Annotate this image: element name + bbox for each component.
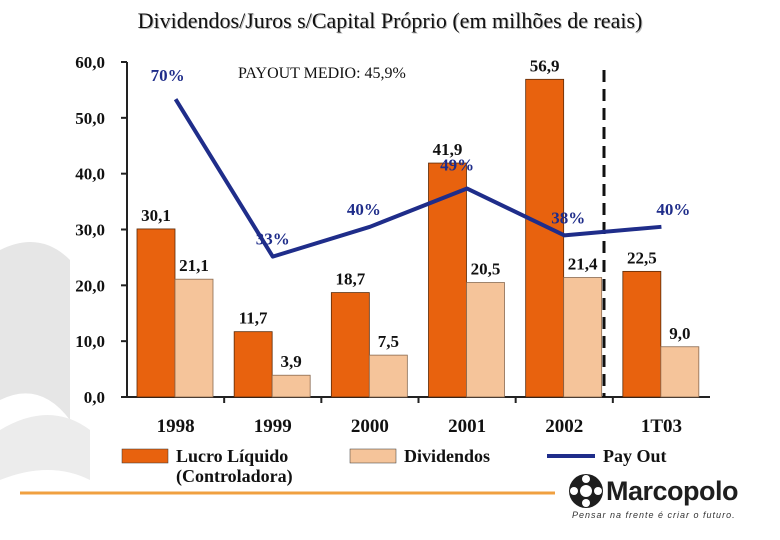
legend-label-dividends: Dividendos xyxy=(404,446,490,466)
data-label-profit: 30,1 xyxy=(141,206,171,225)
bar-dividends xyxy=(660,346,700,398)
y-tick-label: 60,0 xyxy=(75,53,105,72)
data-label-payout: 33% xyxy=(256,230,290,249)
data-label-dividends: 7,5 xyxy=(378,332,399,351)
bar-dividends xyxy=(563,277,603,398)
data-label-profit: 41,9 xyxy=(433,140,463,159)
x-tick-label: 2002 xyxy=(545,416,583,437)
y-tick-label: 40,0 xyxy=(75,165,105,184)
bar-dividends xyxy=(368,354,408,398)
legend: Lucro Líquido (Controladora) Dividendos … xyxy=(121,446,667,487)
data-label-dividends: 20,5 xyxy=(471,260,501,279)
data-label-dividends: 21,4 xyxy=(568,255,598,274)
bar-dividends xyxy=(466,282,505,398)
brand-logo: Marcopolo Pensar na frente é criar o fut… xyxy=(566,470,771,525)
series-line-payout xyxy=(173,98,662,259)
data-label-payout: 38% xyxy=(551,208,585,227)
bar-profit xyxy=(622,270,662,398)
data-label-profit: 22,5 xyxy=(627,248,657,267)
data-label-payout: 70% xyxy=(151,66,185,85)
chart-title: Dividendos/Juros s/Capital Próprio (em m… xyxy=(137,8,643,33)
bar-profit xyxy=(136,228,176,398)
bar-dividends xyxy=(271,374,311,398)
brand-slogan: Pensar na frente é criar o futuro. xyxy=(572,510,736,520)
data-label-profit: 11,7 xyxy=(239,309,268,328)
legend-swatch-profit xyxy=(121,448,169,464)
data-label-profit: 56,9 xyxy=(530,56,560,75)
x-tick-label: 1998 xyxy=(157,416,195,437)
background-watermark xyxy=(0,242,70,420)
x-tick-label: 2001 xyxy=(448,416,486,437)
data-label-dividends: 3,9 xyxy=(281,352,302,371)
x-tick-label: 1T03 xyxy=(641,416,682,437)
bar-dividends xyxy=(174,278,214,398)
data-label-payout: 40% xyxy=(656,200,690,219)
x-tick-label: 2000 xyxy=(351,416,389,437)
y-tick-label: 0,0 xyxy=(84,388,105,407)
payout-average-note: PAYOUT MEDIO: 45,9% xyxy=(238,65,406,82)
legend-label-profit-2: (Controladora) xyxy=(176,466,293,487)
bar-profit xyxy=(525,78,565,398)
y-tick-label: 20,0 xyxy=(75,276,105,295)
data-label-dividends: 21,1 xyxy=(179,256,209,275)
legend-label-payout: Pay Out xyxy=(603,446,667,466)
brand-emblem-icon xyxy=(569,474,603,508)
legend-label-profit-1: Lucro Líquido xyxy=(176,446,288,466)
bar-profit xyxy=(330,292,370,398)
y-tick-label: 50,0 xyxy=(75,109,105,128)
data-label-dividends: 9,0 xyxy=(669,324,690,343)
background-watermark-2 xyxy=(0,415,90,480)
x-tick-label: 1999 xyxy=(254,416,292,437)
legend-swatch-dividends xyxy=(349,448,397,464)
y-tick-label: 10,0 xyxy=(75,332,105,351)
data-label-payout: 40% xyxy=(347,200,381,219)
bar-profit xyxy=(233,331,273,398)
data-label-payout: 49% xyxy=(440,156,474,175)
brand-name: Marcopolo xyxy=(606,476,739,506)
y-tick-label: 30,0 xyxy=(75,221,105,240)
data-label-profit: 18,7 xyxy=(335,270,365,289)
